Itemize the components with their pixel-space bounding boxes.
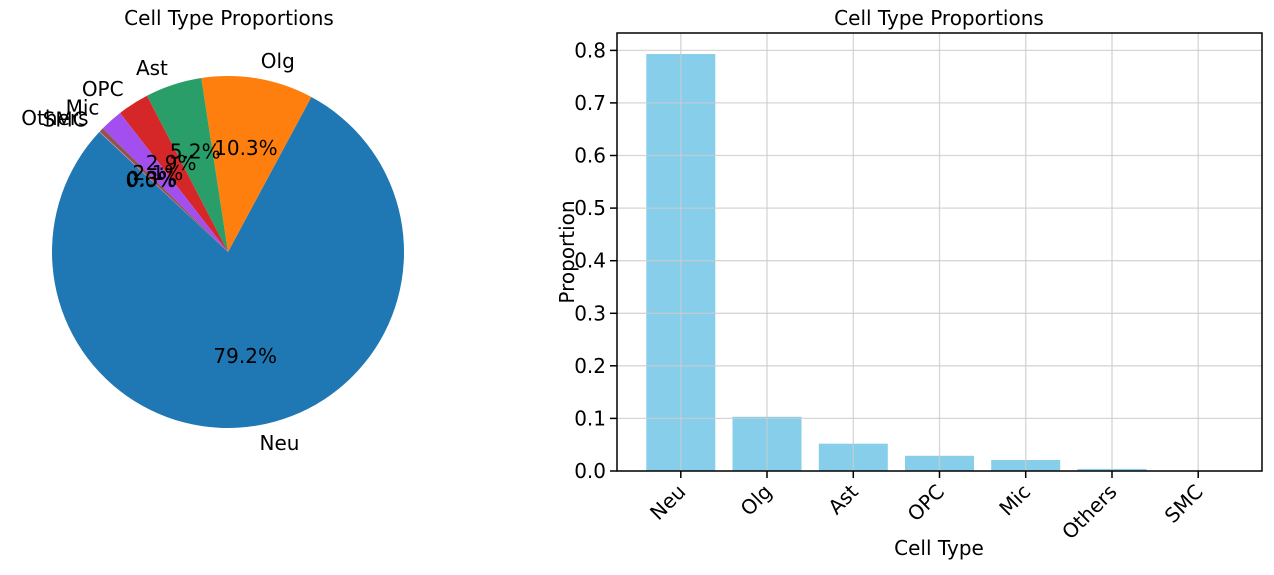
y-tick-label: 0.8 xyxy=(574,38,606,62)
pie-chart: Neu 79.2% Olg 10.3% Ast 5.2% OPC 2.9% Mic 2.1% Oth… xyxy=(21,49,405,455)
pie-pct-label-SMC: 0.0% xyxy=(125,168,176,192)
pie-slice-label-SMC: SMC xyxy=(43,108,87,132)
pie-slice-Neu xyxy=(52,96,405,428)
pie-slice-label-Olg: Olg xyxy=(261,49,295,73)
pie-slice-label-Mic: Mic xyxy=(66,95,100,119)
x-tick-label-Others: Others xyxy=(1057,480,1122,545)
pie-pct-label-Mic: 2.1% xyxy=(132,161,183,185)
x-tick-label-Ast: Ast xyxy=(823,479,863,519)
y-tick-label: 0.3 xyxy=(574,301,606,325)
y-tick-label: 0.0 xyxy=(574,459,606,483)
pie-slice-OPC xyxy=(120,95,228,253)
y-tick-label: 0.4 xyxy=(574,249,606,273)
pie-slice-label-Ast: Ast xyxy=(136,56,168,80)
x-tick-label-Mic: Mic xyxy=(994,480,1035,521)
pie-slice-Others xyxy=(99,128,228,252)
pie-pct-label-Others: 0.3% xyxy=(126,167,177,191)
pie-pct-label-Olg: 10.3% xyxy=(214,136,278,160)
pie-pct-label-OPC: 2.9% xyxy=(146,151,197,175)
pie-slice-SMC xyxy=(99,131,228,252)
pie-pct-label-Neu: 79.2% xyxy=(213,344,277,368)
x-tick-label-Neu: Neu xyxy=(645,480,690,525)
pie-slice-label-OPC: OPC xyxy=(82,77,124,101)
y-tick-label: 0.7 xyxy=(574,91,606,115)
bar-chart: 0.0 0.1 0.2 0.3 0.4 0.5 0.6 0.7 0.8 Neu Olg Ast OPC M… xyxy=(574,32,1263,545)
pie-slice-Mic xyxy=(102,113,228,252)
pie-slice-Olg xyxy=(201,75,312,252)
pie-slice-Ast xyxy=(146,78,228,252)
y-tick-label: 0.5 xyxy=(574,196,606,220)
pie-slice-label-Neu: Neu xyxy=(260,431,300,455)
x-tick-label-SMC: SMC xyxy=(1160,480,1208,528)
y-tick-label: 0.6 xyxy=(574,144,606,168)
x-tick-label-OPC: OPC xyxy=(903,480,950,527)
pie-chart-title: Cell Type Proportions xyxy=(124,6,334,30)
x-axis-label: Cell Type xyxy=(894,536,984,560)
y-tick-label: 0.1 xyxy=(574,406,606,430)
pie-slice-label-Others: Others xyxy=(21,106,88,130)
x-tick-label-Olg: Olg xyxy=(736,480,777,521)
bar-chart-title: Cell Type Proportions xyxy=(834,6,1044,30)
pie-pct-label-Ast: 5.2% xyxy=(170,140,221,164)
y-tick-label: 0.2 xyxy=(574,354,606,378)
